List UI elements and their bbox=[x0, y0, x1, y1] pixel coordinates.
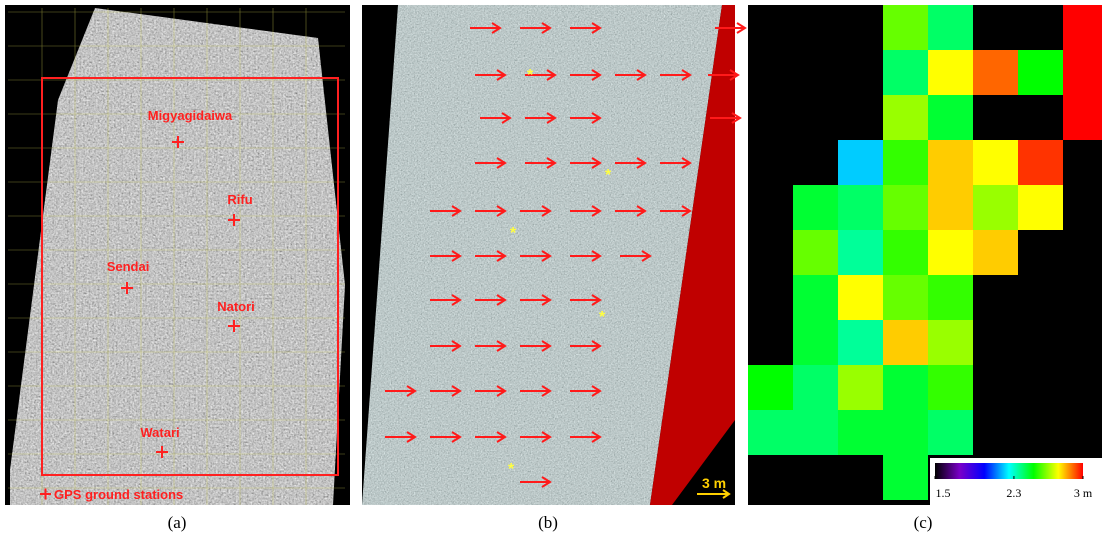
panel-label: (c) bbox=[914, 513, 933, 532]
heatmap-cell bbox=[883, 275, 928, 320]
svg-text:*: * bbox=[510, 225, 517, 242]
heatmap-cell bbox=[973, 140, 1018, 185]
legend-label: GPS ground stations bbox=[54, 487, 183, 502]
svg-text:*: * bbox=[605, 167, 612, 184]
heatmap-cell bbox=[793, 365, 838, 410]
heatmap-cell bbox=[793, 275, 838, 320]
heatmap-cell bbox=[748, 410, 793, 455]
station-label: Watari bbox=[140, 425, 179, 440]
station-label: Natori bbox=[217, 299, 255, 314]
heatmap-cell bbox=[928, 185, 973, 230]
heatmap-cell bbox=[1063, 95, 1102, 140]
svg-text:*: * bbox=[527, 67, 534, 84]
station-label: Rifu bbox=[227, 192, 252, 207]
station-label: Migyagidaiwa bbox=[148, 108, 233, 123]
figure: Migyagidaiwa Rifu Sendai Natori Watari G… bbox=[0, 0, 1102, 537]
colorbar: 1.5 2.3 3 m bbox=[930, 458, 1102, 505]
heatmap-cell bbox=[748, 365, 793, 410]
station-label: Sendai bbox=[107, 259, 150, 274]
heatmap-cell bbox=[973, 230, 1018, 275]
heatmap-cell bbox=[928, 275, 973, 320]
heatmap-cell bbox=[928, 365, 973, 410]
heatmap-cell bbox=[928, 320, 973, 365]
heatmap-cell bbox=[883, 5, 928, 50]
heatmap-cell bbox=[883, 230, 928, 275]
heatmap-cell bbox=[838, 185, 883, 230]
heatmap-cell bbox=[883, 50, 928, 95]
heatmap-cell bbox=[883, 140, 928, 185]
panel-a: Migyagidaiwa Rifu Sendai Natori Watari G… bbox=[5, 5, 350, 505]
heatmap-cell bbox=[793, 185, 838, 230]
heatmap-cell bbox=[1018, 185, 1063, 230]
heatmap-cell bbox=[838, 410, 883, 455]
heatmap-cell bbox=[928, 410, 973, 455]
heatmap-cell bbox=[793, 410, 838, 455]
svg-text:*: * bbox=[508, 461, 515, 478]
heatmap-cell bbox=[1018, 50, 1063, 95]
heatmap-cell bbox=[838, 275, 883, 320]
colorbar-tick-label: 1.5 bbox=[936, 486, 951, 500]
heatmap-cell bbox=[883, 95, 928, 140]
heatmap-cell bbox=[883, 410, 928, 455]
panel-b: * * * * * 3 m bbox=[362, 5, 745, 505]
heatmap-cell bbox=[928, 95, 973, 140]
heatmap-cell bbox=[1018, 140, 1063, 185]
heatmap-cell bbox=[838, 230, 883, 275]
svg-text:*: * bbox=[599, 309, 606, 326]
heatmap-cell bbox=[973, 50, 1018, 95]
heatmap-cell bbox=[883, 320, 928, 365]
heatmap-cell bbox=[883, 365, 928, 410]
heatmap-cell bbox=[838, 140, 883, 185]
heatmap-cell bbox=[793, 230, 838, 275]
heatmap-cell bbox=[973, 185, 1018, 230]
heatmap-cell bbox=[928, 230, 973, 275]
colorbar-tick-label: 3 m bbox=[1074, 486, 1093, 500]
heatmap-cell bbox=[883, 185, 928, 230]
colorbar-scale bbox=[935, 463, 1083, 479]
panel-c: 1.5 2.3 3 m bbox=[748, 5, 1102, 505]
heatmap-cell bbox=[883, 455, 928, 500]
heatmap-cell bbox=[838, 365, 883, 410]
scale-label: 3 m bbox=[702, 475, 726, 491]
heatmap-cell bbox=[1063, 50, 1102, 95]
colorbar-tick-label: 2.3 bbox=[1006, 486, 1021, 500]
heatmap-cell bbox=[1063, 5, 1102, 50]
panel-label: (a) bbox=[168, 513, 187, 532]
heatmap-cell bbox=[793, 320, 838, 365]
panel-label: (b) bbox=[538, 513, 558, 532]
heatmap-cell bbox=[928, 140, 973, 185]
heatmap-cell bbox=[838, 320, 883, 365]
heatmap-cell bbox=[928, 50, 973, 95]
heatmap-cell bbox=[928, 5, 973, 50]
